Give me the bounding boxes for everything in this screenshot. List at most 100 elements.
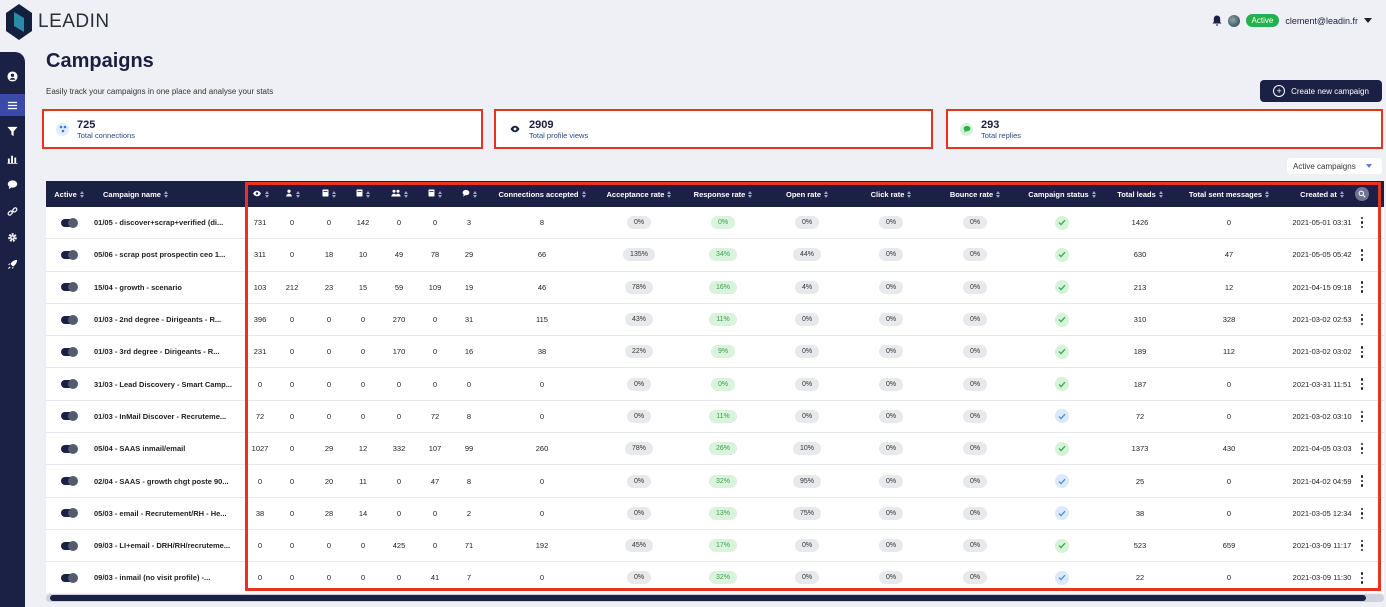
sidebar-item-profile[interactable] [0, 65, 25, 87]
create-campaign-button[interactable]: + Create new campaign [1260, 80, 1382, 102]
active-toggle[interactable] [61, 476, 78, 487]
bell-icon[interactable] [1212, 15, 1222, 27]
table-row[interactable]: 15/04 - growth - scenario 103 212 23 15 59 109… [46, 272, 1384, 304]
row-menu-button[interactable] [1352, 304, 1372, 335]
row-menu-button[interactable] [1352, 530, 1372, 561]
column-header-active[interactable]: Active [46, 181, 92, 207]
sidebar-item-integrations[interactable] [0, 200, 25, 222]
active-toggle[interactable] [61, 540, 78, 551]
table-row[interactable]: 31/03 - Lead Discovery - Smart Camp... 0 0… [46, 369, 1384, 401]
acceptance-rate-cell: 78% [599, 272, 679, 303]
column-header-connections-accepted[interactable]: Connections accepted [492, 181, 592, 207]
active-toggle-cell[interactable] [46, 239, 92, 270]
column-header-campaign-status[interactable]: Campaign status [1022, 181, 1102, 207]
row-menu-button[interactable] [1352, 272, 1372, 303]
column-header-metric-1[interactable] [278, 181, 306, 207]
table-row[interactable]: 05/06 - scrap post prospectin ceo 1... 31… [46, 239, 1384, 272]
sidebar-item-settings[interactable] [0, 226, 25, 248]
active-toggle-cell[interactable] [46, 498, 92, 529]
campaign-name[interactable]: 15/04 - growth - scenario [94, 282, 182, 292]
column-header-click-rate[interactable]: Click rate [856, 181, 926, 207]
table-row[interactable]: 01/03 - 2nd degree - Dirigeants - R... 39… [46, 304, 1384, 337]
column-header-metric-4[interactable] [385, 181, 413, 207]
campaign-name[interactable]: 01/03 - 3rd degree - Dirigeants - R... [94, 347, 220, 357]
table-row[interactable]: 01/03 - InMail Discover - Recruteme... 72… [46, 401, 1384, 434]
sidebar-item-stats[interactable] [0, 147, 25, 169]
active-toggle[interactable] [61, 314, 78, 325]
active-toggle[interactable] [61, 346, 78, 357]
column-header-metric-0[interactable] [246, 181, 274, 207]
column-header-open-rate[interactable]: Open rate [772, 181, 842, 207]
table-row[interactable]: 01/05 - discover+scrap+verified (di... 73… [46, 207, 1384, 240]
active-toggle-cell[interactable] [46, 465, 92, 496]
leadin-logo[interactable]: LEADIN [6, 4, 110, 40]
active-toggle-cell[interactable] [46, 401, 92, 432]
row-menu-button[interactable] [1352, 562, 1372, 593]
response-rate: 34% [708, 248, 737, 262]
active-toggle[interactable] [61, 379, 78, 390]
row-menu-button[interactable] [1352, 369, 1372, 400]
campaign-name[interactable]: 01/03 - 2nd degree - Dirigeants - R... [94, 315, 222, 325]
column-header-total-leads[interactable]: Total leads [1105, 181, 1175, 207]
bounce-rate-cell: 0% [935, 433, 1015, 464]
active-toggle-cell[interactable] [46, 433, 92, 464]
table-row[interactable]: 05/04 - SAAS inmail/email 1027 0 29 12 332 107… [46, 433, 1384, 466]
table-row[interactable]: 09/03 - inmail (no visit profile) -... 0 0… [46, 562, 1384, 593]
column-header-total-sent[interactable]: Total sent messages [1179, 181, 1279, 207]
active-toggle[interactable] [61, 282, 78, 293]
sidebar-item-launch[interactable] [0, 253, 25, 275]
column-header-bounce-rate[interactable]: Bounce rate [940, 181, 1010, 207]
table-row[interactable]: 01/03 - 3rd degree - Dirigeants - R... 23… [46, 336, 1384, 369]
active-toggle-cell[interactable] [46, 336, 92, 367]
column-header-name[interactable]: Campaign name [103, 181, 223, 207]
active-toggle[interactable] [61, 217, 78, 228]
column-settings-button[interactable] [1352, 181, 1372, 207]
active-toggle-cell[interactable] [46, 562, 92, 593]
column-header-metric-5[interactable] [421, 181, 449, 207]
response-rate-cell: 32% [683, 465, 763, 496]
campaign-name[interactable]: 09/03 - LI+email - DRH/RH/recruteme... [94, 541, 231, 551]
active-toggle-cell[interactable] [46, 272, 92, 303]
row-menu-button[interactable] [1352, 401, 1372, 432]
active-toggle[interactable] [61, 411, 78, 422]
active-toggle[interactable] [61, 508, 78, 519]
active-toggle-cell[interactable] [46, 207, 92, 238]
campaign-name[interactable]: 01/03 - InMail Discover - Recruteme... [94, 411, 227, 421]
sidebar-item-messages[interactable] [0, 173, 25, 195]
table-row[interactable]: 02/04 - SAAS - growth chgt poste 90... 0 0… [46, 465, 1384, 498]
sidebar-item-campaigns[interactable] [0, 94, 25, 116]
horizontal-scrollbar[interactable] [50, 595, 1366, 601]
active-toggle-cell[interactable] [46, 530, 92, 561]
row-menu-button[interactable] [1352, 465, 1372, 496]
campaign-name[interactable]: 05/03 - email - Recrutement/RH - He... [94, 508, 227, 518]
user-email[interactable]: clement@leadin.fr [1285, 15, 1358, 26]
row-menu-button[interactable] [1352, 207, 1372, 238]
avatar[interactable] [1227, 14, 1240, 27]
table-row[interactable]: 05/03 - email - Recrutement/RH - He... 38… [46, 498, 1384, 530]
active-toggle-cell[interactable] [46, 304, 92, 335]
sidebar-item-filters[interactable] [0, 120, 25, 142]
campaign-name[interactable]: 01/05 - discover+scrap+verified (di... [94, 218, 224, 228]
active-toggle[interactable] [61, 443, 78, 454]
table-row[interactable]: 09/03 - LI+email - DRH/RH/recruteme... 0 0… [46, 530, 1384, 563]
campaign-name[interactable]: 09/03 - inmail (no visit profile) -... [94, 573, 211, 583]
campaign-filter-select[interactable]: Active campaigns [1287, 158, 1382, 174]
campaign-name[interactable]: 02/04 - SAAS - growth chgt poste 90... [94, 476, 229, 486]
row-menu-button[interactable] [1352, 239, 1372, 270]
column-header-metric-6[interactable] [455, 181, 483, 207]
row-menu-button[interactable] [1352, 498, 1372, 529]
row-menu-button[interactable] [1352, 433, 1372, 464]
chevron-down-icon[interactable] [1364, 18, 1372, 23]
campaign-name[interactable]: 05/04 - SAAS inmail/email [94, 444, 186, 454]
column-header-metric-2[interactable] [315, 181, 343, 207]
row-menu-button[interactable] [1352, 336, 1372, 367]
column-header-acceptance-rate[interactable]: Acceptance rate [599, 181, 679, 207]
campaign-name[interactable]: 05/06 - scrap post prospectin ceo 1... [94, 250, 226, 260]
active-toggle[interactable] [61, 572, 78, 583]
column-header-metric-3[interactable] [349, 181, 377, 207]
column-header-created-at[interactable]: Created at [1277, 181, 1367, 207]
active-toggle-cell[interactable] [46, 369, 92, 400]
campaign-name[interactable]: 31/03 - Lead Discovery - Smart Camp... [94, 379, 232, 389]
column-header-response-rate[interactable]: Response rate [683, 181, 763, 207]
active-toggle[interactable] [61, 249, 78, 260]
